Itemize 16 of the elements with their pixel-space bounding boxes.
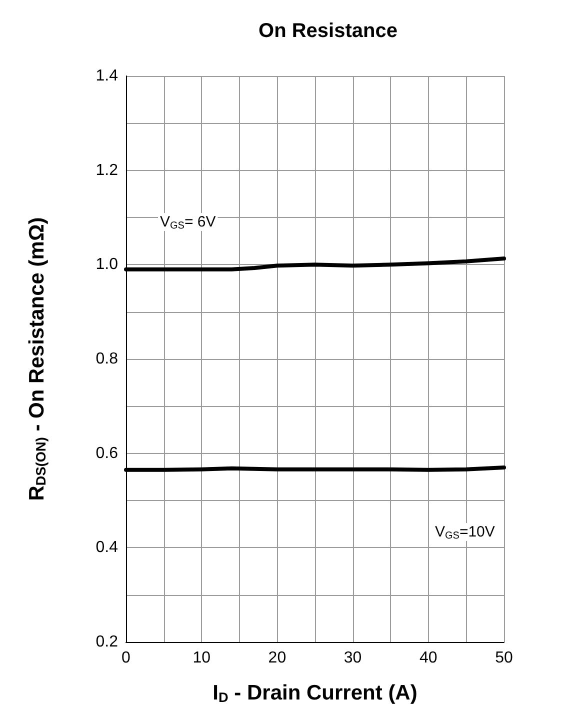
x-tick-label: 30 <box>344 650 362 666</box>
x-axis-title: ID - Drain Current (A) <box>212 682 418 705</box>
y-tick-label: 0.4 <box>96 539 118 556</box>
x-tick-label: 10 <box>192 650 211 666</box>
x-tick-label: 40 <box>420 650 438 666</box>
x-tick-label: 0 <box>122 650 131 666</box>
y-tick-label: 0.8 <box>96 350 118 368</box>
y-tick-label: 1.4 <box>96 68 118 84</box>
x-tick-label: 20 <box>268 650 286 666</box>
y-tick-label: 1.0 <box>96 256 118 274</box>
y-tick-label: 0.6 <box>96 444 118 462</box>
y-tick-label: 1.2 <box>96 162 118 179</box>
y-axis-title: RDS(ON) - On Resistance (mΩ) <box>25 217 48 501</box>
chart-title: On Resistance <box>258 20 398 42</box>
x-tick-label: 50 <box>495 650 513 666</box>
y-tick-label: 0.2 <box>96 634 118 650</box>
